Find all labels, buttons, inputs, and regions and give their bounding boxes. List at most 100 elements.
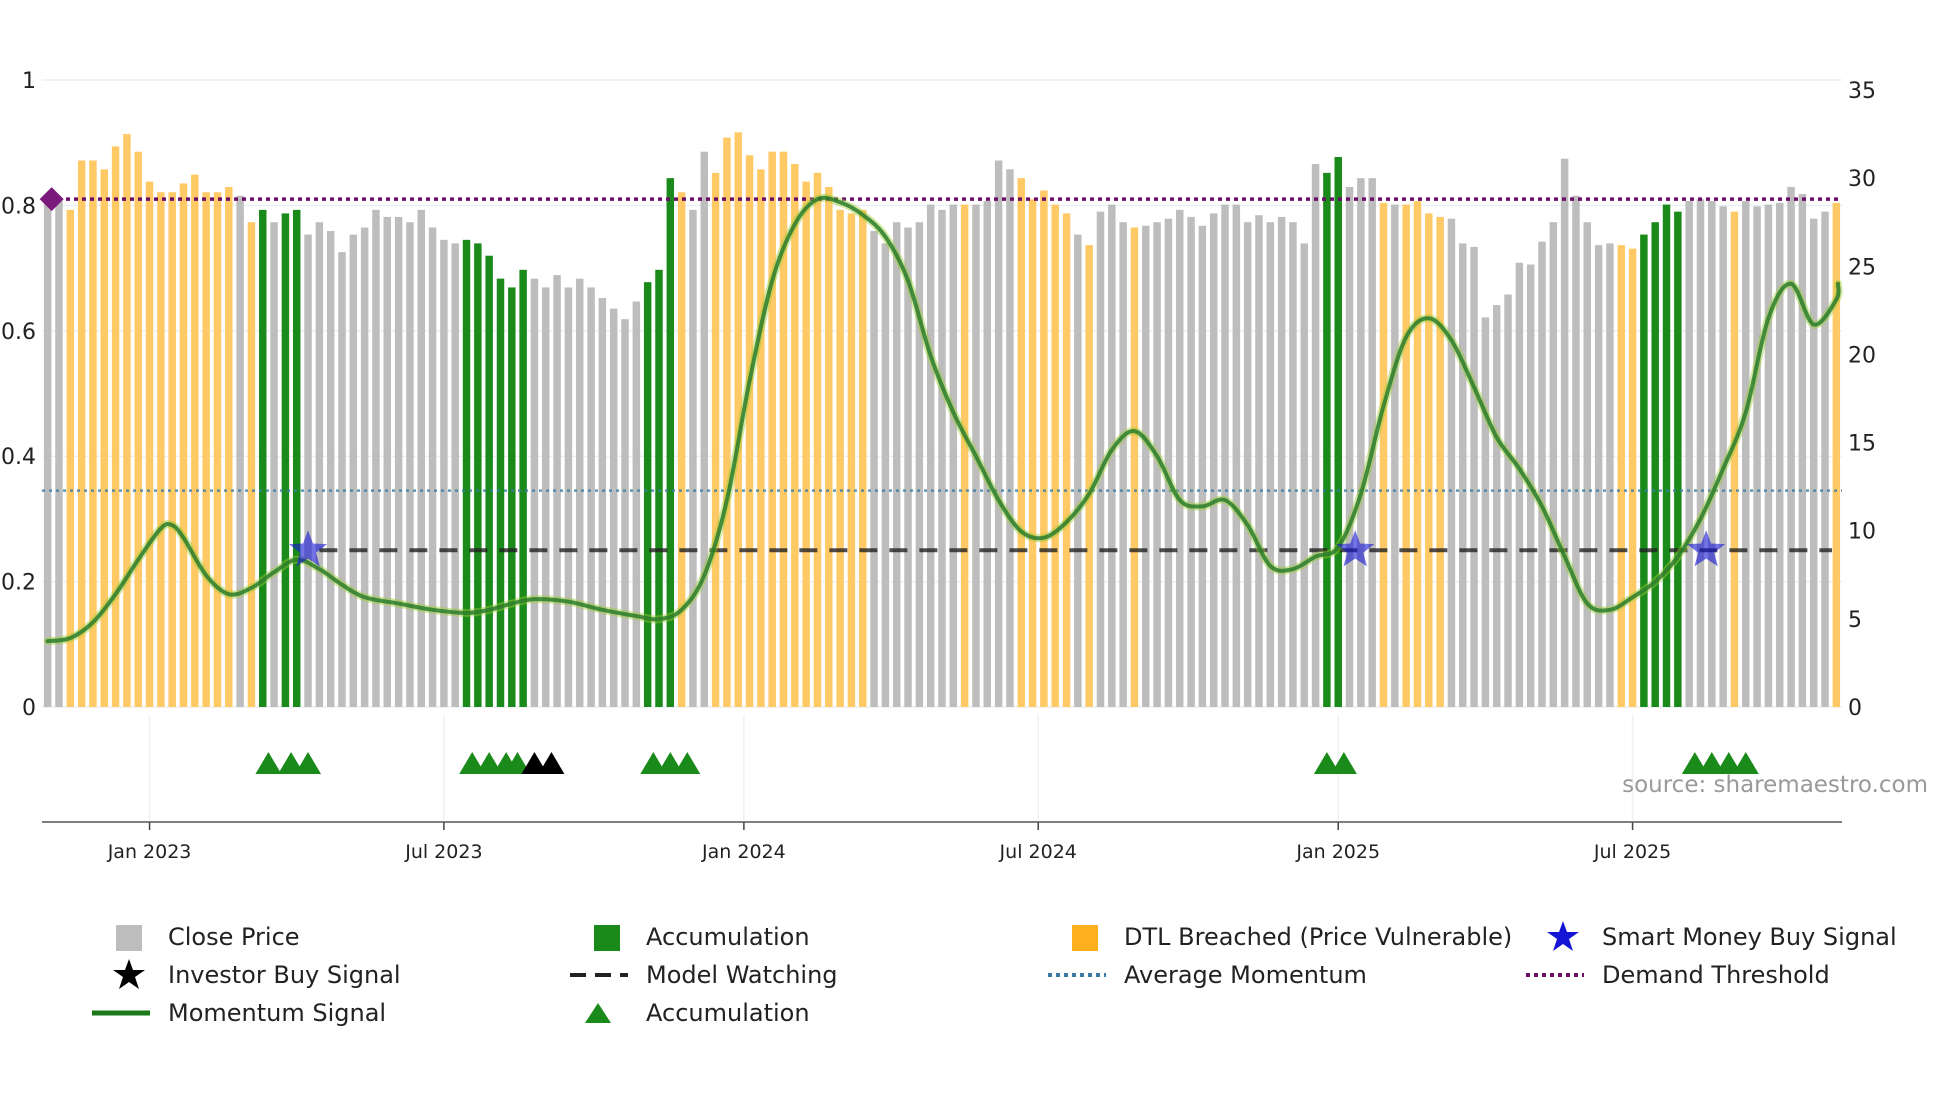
price-bar (598, 298, 607, 707)
price-bar (1028, 199, 1037, 707)
price-bar (1504, 294, 1512, 707)
legend-item-average-momentum[interactable]: Average Momentum (1046, 958, 1367, 992)
price-bar (485, 255, 493, 708)
legend-item-demand-threshold[interactable]: Demand Threshold (1524, 958, 1830, 992)
price-bar (1640, 234, 1648, 707)
price-bar (134, 151, 142, 707)
price-bar (202, 192, 210, 707)
accumulation-triangle (1681, 752, 1708, 774)
purple-dotted-icon (1524, 958, 1588, 992)
price-bar (508, 287, 516, 707)
right-tick-label: 0 (1848, 696, 1862, 721)
price-bar (474, 243, 482, 707)
accumulation-triangle (476, 752, 503, 774)
legend-item-accumulation[interactable]: Accumulation (568, 920, 810, 954)
price-bar (1198, 225, 1207, 708)
price-bar (1108, 204, 1116, 708)
legend-item-dtl-breached[interactable]: DTL Breached (Price Vulnerable) (1046, 920, 1512, 954)
price-bar (1232, 204, 1241, 708)
price-bar (1809, 218, 1818, 707)
smart-money-buy-star (1687, 530, 1726, 567)
accumulation-triangle (1698, 752, 1725, 774)
price-bar (372, 209, 380, 708)
price-bar (632, 301, 641, 707)
price-bars (43, 132, 1841, 708)
price-bar (1085, 245, 1093, 708)
momentum-signal-line (45, 195, 1841, 644)
price-bar (1345, 186, 1354, 707)
left-tick-label: 0.6 (1, 320, 36, 345)
legend-item-close-price[interactable]: Close Price (90, 920, 300, 954)
legend-item-accumulation-triangle[interactable]: Accumulation (568, 996, 810, 1030)
price-bar (1221, 204, 1229, 708)
x-tick-label: Jul 2024 (999, 841, 1077, 863)
price-bar (779, 151, 788, 707)
legend-label: Close Price (168, 923, 300, 951)
left-tick-label: 0.2 (1, 571, 36, 596)
price-bar (802, 181, 810, 707)
price-bar (1832, 202, 1841, 707)
overlay-lines (39, 187, 1843, 646)
price-bar (462, 239, 471, 708)
price-bar (745, 155, 754, 707)
price-bar (1662, 204, 1671, 708)
legend-label: Momentum Signal (168, 999, 387, 1027)
legend-item-model-watching[interactable]: Model Watching (568, 958, 838, 992)
price-bar (1470, 246, 1478, 707)
gray-square-icon (90, 920, 154, 954)
price-bar (66, 209, 75, 708)
price-bar (1492, 305, 1501, 707)
price-bar (349, 234, 358, 707)
price-bar (1674, 211, 1682, 707)
price-bar (281, 213, 290, 707)
price-bar (1379, 202, 1388, 707)
price-bar (734, 132, 742, 707)
accumulation-triangle (255, 752, 282, 774)
legend-item-investor-buy[interactable]: Investor Buy Signal (90, 958, 401, 992)
legend-label: Accumulation (646, 923, 810, 951)
accumulation-triangle (295, 752, 322, 774)
price-bar (1096, 211, 1105, 707)
right-tick-label: 20 (1848, 343, 1876, 368)
price-bar (1730, 211, 1739, 707)
price-bar (236, 195, 244, 707)
signal-markers (255, 530, 1759, 774)
price-bar (836, 209, 844, 708)
legend: Close Price Accumulation DTL Breached (P… (90, 920, 1940, 1040)
price-bar (553, 275, 561, 707)
price-bar (451, 243, 459, 707)
blue-dotted-icon (1046, 958, 1110, 992)
price-bar (1425, 213, 1433, 707)
price-bar (677, 192, 686, 707)
price-bar (1164, 218, 1173, 707)
price-bar (1821, 211, 1829, 707)
price-bar (326, 231, 335, 707)
price-bar (1538, 241, 1546, 707)
green-square-icon (568, 920, 632, 954)
price-bar (1289, 222, 1297, 707)
price-bar (191, 174, 199, 708)
x-tick-label: Jul 2025 (1593, 841, 1671, 863)
price-bar (1300, 243, 1308, 707)
price-bar (1787, 186, 1795, 707)
price-bar (949, 204, 958, 708)
price-bar (55, 201, 63, 707)
right-tick-label: 15 (1848, 432, 1876, 457)
legend-item-smart-money[interactable]: Smart Money Buy Signal (1524, 920, 1897, 954)
price-bar (1753, 206, 1761, 707)
legend-label: Demand Threshold (1602, 961, 1830, 989)
legend-item-momentum-signal[interactable]: Momentum Signal (90, 996, 386, 1030)
price-bar (576, 278, 584, 707)
price-bar (870, 231, 878, 707)
price-bar (643, 282, 652, 707)
price-bar (609, 308, 618, 707)
price-bar (1311, 164, 1320, 708)
price-bar (1583, 222, 1592, 707)
price-bar (1334, 156, 1342, 707)
price-bar (904, 227, 912, 707)
legend-label: Smart Money Buy Signal (1602, 923, 1897, 951)
price-bar (406, 222, 414, 707)
price-bar (145, 181, 154, 707)
right-tick-label: 25 (1848, 255, 1876, 280)
